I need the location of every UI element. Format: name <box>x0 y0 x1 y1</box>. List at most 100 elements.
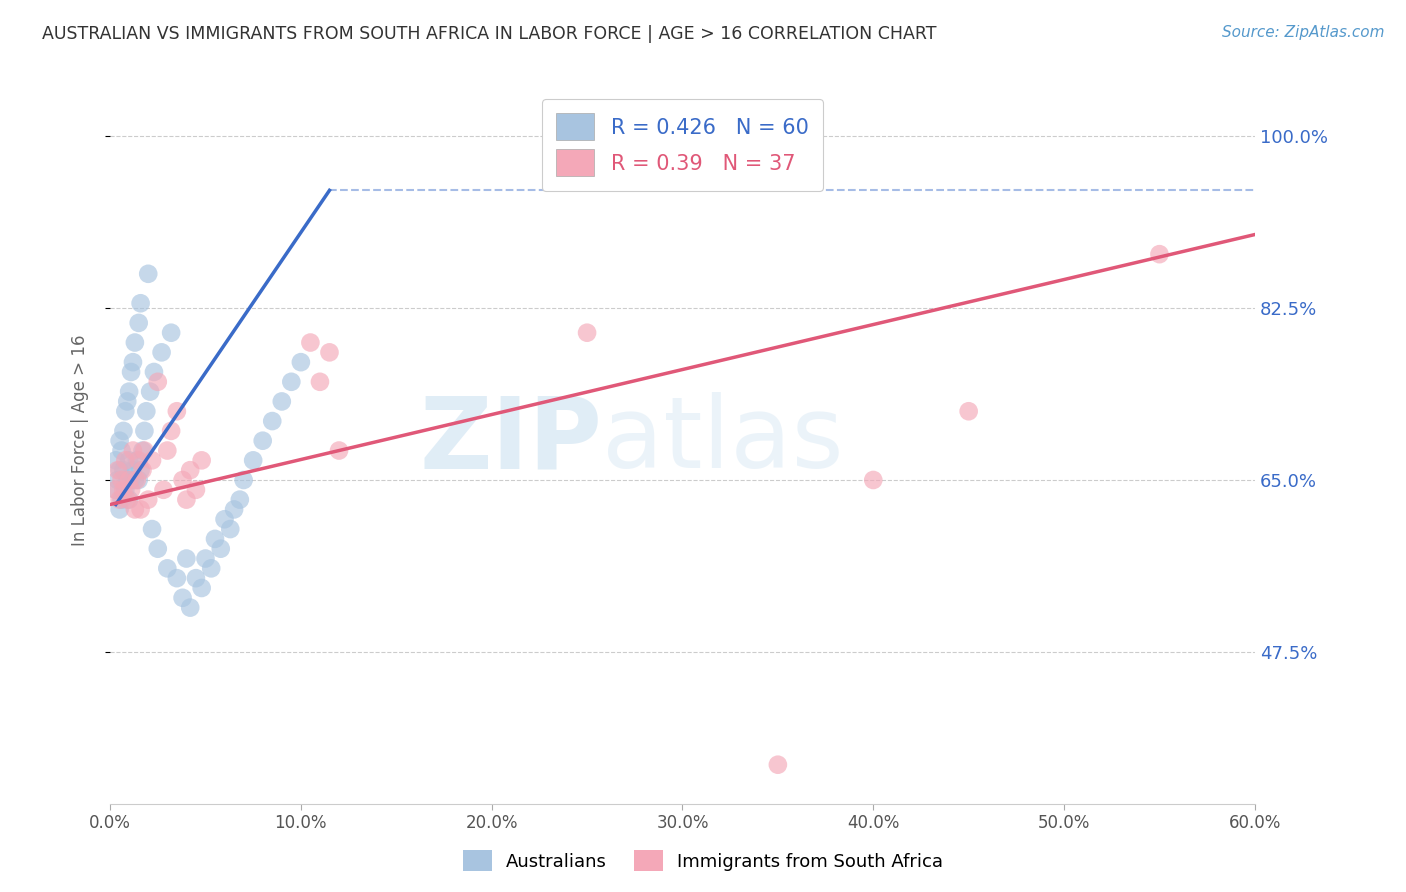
Point <box>128 316 150 330</box>
Point <box>124 473 146 487</box>
Point <box>110 443 132 458</box>
Point <box>120 365 142 379</box>
Point <box>184 483 207 497</box>
Point <box>262 414 284 428</box>
Point <box>139 384 162 399</box>
Point <box>128 453 150 467</box>
Point <box>209 541 232 556</box>
Point <box>318 345 340 359</box>
Point <box>576 326 599 340</box>
Point <box>114 483 136 497</box>
Point <box>118 492 141 507</box>
Point <box>124 335 146 350</box>
Point <box>309 375 332 389</box>
Point <box>117 473 139 487</box>
Point <box>129 463 152 477</box>
Point <box>122 463 145 477</box>
Point <box>222 502 245 516</box>
Point <box>104 483 127 497</box>
Point <box>136 267 159 281</box>
Point <box>128 473 150 487</box>
Point <box>957 404 980 418</box>
Point <box>131 443 153 458</box>
Point <box>120 483 142 497</box>
Point <box>136 492 159 507</box>
Point <box>166 571 188 585</box>
Point <box>179 600 201 615</box>
Point <box>117 394 139 409</box>
Point <box>328 443 350 458</box>
Point <box>141 453 163 467</box>
Point <box>118 473 141 487</box>
Text: atlas: atlas <box>602 392 844 489</box>
Point <box>118 384 141 399</box>
Point <box>280 375 302 389</box>
Point <box>299 335 322 350</box>
Point <box>229 492 252 507</box>
Point <box>232 473 254 487</box>
Point <box>146 541 169 556</box>
Point <box>1149 247 1171 261</box>
Point <box>176 551 198 566</box>
Point <box>166 404 188 418</box>
Point <box>172 591 194 605</box>
Point <box>104 453 127 467</box>
Y-axis label: In Labor Force | Age > 16: In Labor Force | Age > 16 <box>72 335 89 547</box>
Point <box>107 473 129 487</box>
Point <box>114 453 136 467</box>
Point <box>112 483 135 497</box>
Point <box>129 296 152 310</box>
Point <box>242 453 264 467</box>
Point <box>252 434 274 448</box>
Text: ZIP: ZIP <box>419 392 602 489</box>
Point <box>122 443 145 458</box>
Point <box>108 463 131 477</box>
Point <box>131 463 153 477</box>
Point <box>125 473 148 487</box>
Point <box>150 345 173 359</box>
Point <box>124 502 146 516</box>
Point <box>214 512 236 526</box>
Point <box>143 365 166 379</box>
Point <box>112 424 135 438</box>
Point <box>120 473 142 487</box>
Point <box>766 757 789 772</box>
Point <box>204 532 226 546</box>
Point <box>160 326 183 340</box>
Point <box>110 473 132 487</box>
Point <box>270 394 292 409</box>
Point <box>112 463 135 477</box>
Point <box>118 453 141 467</box>
Point <box>117 492 139 507</box>
Point <box>107 463 129 477</box>
Point <box>156 561 179 575</box>
Point <box>104 483 127 497</box>
Point <box>135 404 157 418</box>
Point <box>219 522 242 536</box>
Point <box>172 473 194 487</box>
Point <box>134 424 156 438</box>
Text: Source: ZipAtlas.com: Source: ZipAtlas.com <box>1222 25 1385 40</box>
Point <box>110 492 132 507</box>
Point <box>160 424 183 438</box>
Point <box>129 502 152 516</box>
Point <box>122 355 145 369</box>
Point <box>190 453 212 467</box>
Point <box>114 404 136 418</box>
Point <box>141 522 163 536</box>
Point <box>108 434 131 448</box>
Point <box>862 473 884 487</box>
Point <box>134 443 156 458</box>
Point <box>190 581 212 595</box>
Point <box>125 453 148 467</box>
Legend: Australians, Immigrants from South Africa: Australians, Immigrants from South Afric… <box>456 843 950 879</box>
Point <box>176 492 198 507</box>
Legend: R = 0.426   N = 60, R = 0.39   N = 37: R = 0.426 N = 60, R = 0.39 N = 37 <box>541 99 823 191</box>
Point <box>194 551 217 566</box>
Point <box>108 492 131 507</box>
Point <box>184 571 207 585</box>
Point <box>152 483 174 497</box>
Point <box>200 561 222 575</box>
Point <box>146 375 169 389</box>
Point <box>156 443 179 458</box>
